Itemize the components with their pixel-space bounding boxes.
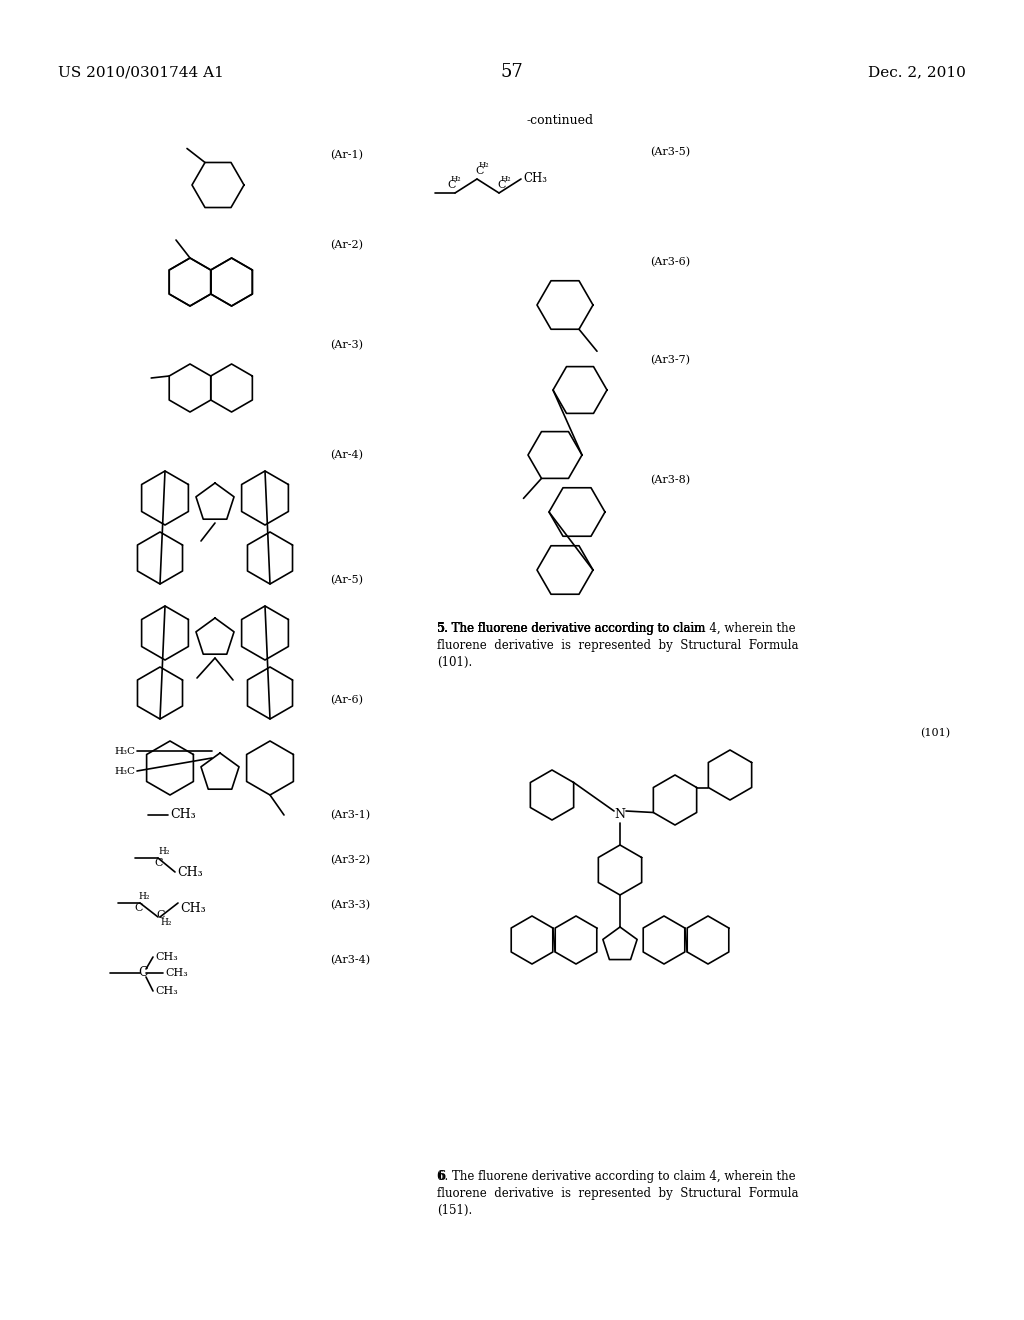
- Text: H₃C: H₃C: [114, 747, 135, 755]
- Text: 57: 57: [501, 63, 523, 81]
- Text: C: C: [447, 180, 456, 190]
- Text: CH₃: CH₃: [155, 986, 178, 997]
- Text: 5: 5: [437, 622, 445, 635]
- Text: (Ar-2): (Ar-2): [330, 240, 362, 251]
- Text: (Ar3-8): (Ar3-8): [650, 475, 690, 486]
- Text: (Ar3-3): (Ar3-3): [330, 900, 370, 911]
- Text: CH₃: CH₃: [180, 902, 206, 915]
- Text: N: N: [614, 808, 626, 821]
- Text: (Ar3-6): (Ar3-6): [650, 257, 690, 267]
- Text: C: C: [154, 858, 163, 869]
- Text: H₂: H₂: [138, 892, 150, 902]
- Text: H₂: H₂: [479, 161, 489, 169]
- Text: 5: 5: [437, 622, 445, 635]
- Text: C: C: [138, 966, 147, 979]
- Text: C: C: [156, 909, 165, 920]
- Text: (Ar-4): (Ar-4): [330, 450, 362, 461]
- Text: H₂: H₂: [160, 917, 171, 927]
- Text: C: C: [497, 180, 506, 190]
- Text: . The fluorene derivative according to claim: . The fluorene derivative according to c…: [444, 622, 709, 635]
- Text: C: C: [475, 166, 483, 176]
- Text: (Ar-3): (Ar-3): [330, 339, 362, 350]
- Text: H₂: H₂: [158, 847, 170, 855]
- Text: CH₃: CH₃: [170, 808, 196, 821]
- Text: (Ar3-7): (Ar3-7): [650, 355, 690, 366]
- Text: 6. The fluorene derivative according to claim 4, wherein the
fluorene  derivativ: 6. The fluorene derivative according to …: [437, 1170, 799, 1217]
- Text: (Ar-5): (Ar-5): [330, 574, 362, 585]
- Text: CH₃: CH₃: [155, 952, 178, 962]
- Text: H₂: H₂: [451, 176, 462, 183]
- Text: (Ar3-1): (Ar3-1): [330, 810, 370, 820]
- Text: (Ar-1): (Ar-1): [330, 150, 362, 160]
- Text: Dec. 2, 2010: Dec. 2, 2010: [868, 65, 966, 79]
- Text: CH₃: CH₃: [177, 866, 203, 879]
- Text: CH₃: CH₃: [523, 173, 547, 186]
- Text: 5. The fluorene derivative according to claim 4, wherein the
fluorene  derivativ: 5. The fluorene derivative according to …: [437, 622, 799, 669]
- Text: (Ar3-5): (Ar3-5): [650, 147, 690, 157]
- Text: . The fluorene derivative according to claim: . The fluorene derivative according to c…: [444, 622, 709, 635]
- Text: US 2010/0301744 A1: US 2010/0301744 A1: [58, 65, 224, 79]
- Text: (101): (101): [920, 727, 950, 738]
- Text: C: C: [134, 903, 142, 913]
- Text: H₂: H₂: [501, 176, 512, 183]
- Text: CH₃: CH₃: [165, 968, 187, 978]
- Text: (Ar3-2): (Ar3-2): [330, 855, 370, 865]
- Text: (Ar3-4): (Ar3-4): [330, 954, 370, 965]
- Text: H₃C: H₃C: [114, 767, 135, 776]
- Text: -continued: -continued: [526, 114, 594, 127]
- Text: 6: 6: [437, 1170, 445, 1183]
- Text: (Ar-6): (Ar-6): [330, 694, 362, 705]
